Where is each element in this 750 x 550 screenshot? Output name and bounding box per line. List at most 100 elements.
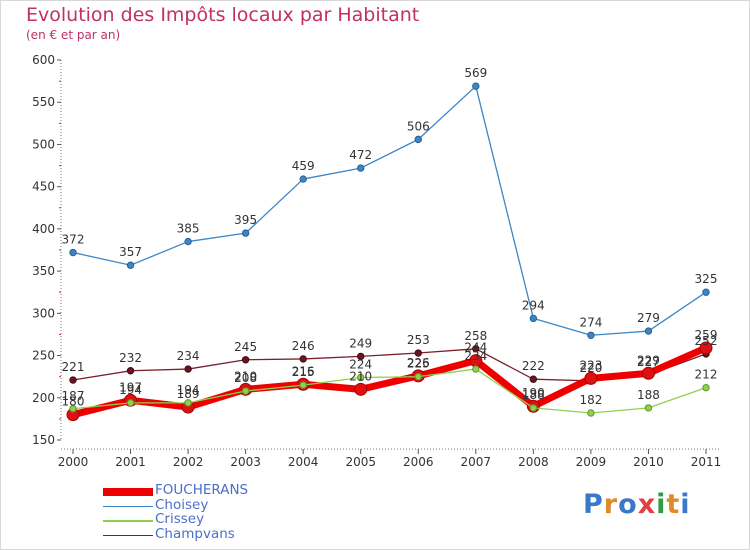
data-label-foucherans: 226 bbox=[407, 356, 430, 370]
series-line-choisey bbox=[72, 85, 707, 336]
x-tick-label: 2006 bbox=[403, 455, 434, 469]
x-tick-label: 2009 bbox=[576, 455, 607, 469]
y-tick-label: 550 bbox=[32, 95, 55, 109]
data-label-foucherans: 210 bbox=[349, 369, 372, 383]
data-label-crissey: 225 bbox=[407, 357, 430, 371]
data-label-crissey: 194 bbox=[119, 383, 142, 397]
y-tick-label: 150 bbox=[32, 433, 55, 447]
data-point-champvans bbox=[357, 352, 365, 361]
x-tick-label: 2003 bbox=[230, 455, 261, 469]
x-tick-label: 2004 bbox=[288, 455, 319, 469]
x-tick-label: 2000 bbox=[58, 455, 89, 469]
data-label-champvans: 232 bbox=[119, 351, 142, 365]
y-tick-label: 600 bbox=[32, 53, 55, 67]
data-label-choisey: 357 bbox=[119, 245, 142, 259]
y-tick-label: 450 bbox=[32, 180, 55, 194]
data-point-crissey bbox=[702, 383, 710, 392]
data-point-champvans bbox=[69, 376, 77, 384]
data-point-choisey bbox=[414, 135, 422, 144]
data-label-choisey: 569 bbox=[464, 66, 487, 80]
data-point-choisey bbox=[587, 331, 595, 339]
legend-swatch bbox=[103, 520, 153, 522]
data-point-choisey bbox=[299, 175, 307, 183]
data-point-choisey bbox=[702, 288, 710, 296]
x-tick-label: 2011 bbox=[691, 455, 722, 469]
data-label-crissey: 188 bbox=[522, 388, 545, 402]
data-label-foucherans: 216 bbox=[292, 364, 315, 378]
data-point-crissey bbox=[587, 409, 595, 417]
data-label-champvans: 227 bbox=[637, 355, 660, 369]
legend-swatch bbox=[103, 505, 153, 507]
data-label-champvans: 220 bbox=[579, 361, 602, 375]
data-label-choisey: 459 bbox=[292, 159, 315, 173]
x-tick-label: 2001 bbox=[115, 455, 146, 469]
data-point-crissey bbox=[472, 365, 480, 373]
data-label-champvans: 246 bbox=[292, 339, 315, 353]
data-point-champvans bbox=[414, 349, 422, 357]
data-label-champvans: 234 bbox=[177, 349, 200, 363]
x-tick-label: 2008 bbox=[518, 455, 549, 469]
data-point-crissey bbox=[299, 381, 307, 389]
data-point-champvans bbox=[529, 375, 538, 383]
data-label-choisey: 385 bbox=[177, 222, 200, 236]
series-line-crissey bbox=[72, 368, 707, 414]
data-label-crissey: 188 bbox=[637, 388, 660, 402]
data-label-foucherans: 244 bbox=[464, 341, 487, 355]
data-point-champvans bbox=[241, 356, 250, 364]
y-tick-label: 200 bbox=[32, 391, 55, 405]
legend-label: Champvans bbox=[155, 525, 235, 542]
data-point-champvans bbox=[126, 367, 135, 375]
chart-title: Evolution des Impôts locaux par Habitant bbox=[26, 4, 420, 26]
data-point-champvans bbox=[472, 345, 480, 353]
x-tick-label: 2002 bbox=[173, 455, 204, 469]
legend-swatch bbox=[103, 488, 153, 496]
data-label-crissey: 182 bbox=[579, 393, 602, 407]
data-point-foucherans bbox=[584, 371, 598, 385]
data-point-crissey bbox=[184, 399, 192, 407]
data-point-crissey bbox=[241, 387, 250, 395]
data-point-crissey bbox=[126, 399, 135, 407]
data-label-champvans: 249 bbox=[349, 336, 372, 350]
data-point-champvans bbox=[299, 355, 307, 363]
data-point-choisey bbox=[69, 248, 77, 257]
data-label-choisey: 395 bbox=[234, 213, 257, 227]
data-point-choisey bbox=[472, 82, 480, 90]
data-label-champvans: 222 bbox=[522, 359, 545, 373]
logo-letter: x bbox=[637, 489, 657, 520]
data-label-foucherans: 229 bbox=[637, 353, 660, 367]
chart-subtitle: (en € et par an) bbox=[26, 28, 121, 42]
data-point-foucherans bbox=[641, 366, 655, 380]
data-label-champvans: 245 bbox=[234, 340, 257, 354]
data-label-foucherans: 223 bbox=[579, 358, 602, 372]
data-point-crissey bbox=[357, 373, 365, 382]
data-point-choisey bbox=[126, 261, 135, 269]
data-point-crissey bbox=[529, 404, 538, 412]
data-label-champvans: 221 bbox=[62, 360, 85, 374]
data-label-choisey: 472 bbox=[349, 148, 372, 162]
data-point-crissey bbox=[69, 405, 77, 413]
logo-letter: r bbox=[603, 489, 619, 520]
data-point-choisey bbox=[357, 164, 365, 172]
data-label-crissey: 224 bbox=[349, 358, 372, 372]
series-line-foucherans bbox=[72, 344, 708, 419]
data-label-choisey: 325 bbox=[695, 272, 718, 286]
logo-letter: i bbox=[656, 489, 667, 520]
data-label-crissey: 187 bbox=[62, 389, 85, 403]
data-label-choisey: 279 bbox=[637, 311, 660, 325]
data-label-foucherans: 259 bbox=[695, 328, 718, 342]
logo-letter: i bbox=[680, 489, 691, 520]
y-tick-label: 250 bbox=[32, 349, 55, 363]
data-label-champvans: 252 bbox=[695, 334, 718, 348]
y-tick-label: 300 bbox=[32, 306, 55, 320]
data-label-choisey: 274 bbox=[579, 315, 602, 329]
legend-swatch bbox=[103, 534, 153, 536]
data-label-crissey: 215 bbox=[292, 365, 315, 379]
data-label-choisey: 294 bbox=[522, 298, 545, 312]
data-label-foucherans: 197 bbox=[119, 380, 142, 394]
data-point-choisey bbox=[241, 229, 250, 237]
data-label-crissey: 234 bbox=[464, 349, 487, 363]
legend-label: FOUCHERANS bbox=[155, 482, 249, 498]
data-label-choisey: 506 bbox=[407, 119, 430, 133]
y-tick-label: 350 bbox=[32, 264, 55, 278]
